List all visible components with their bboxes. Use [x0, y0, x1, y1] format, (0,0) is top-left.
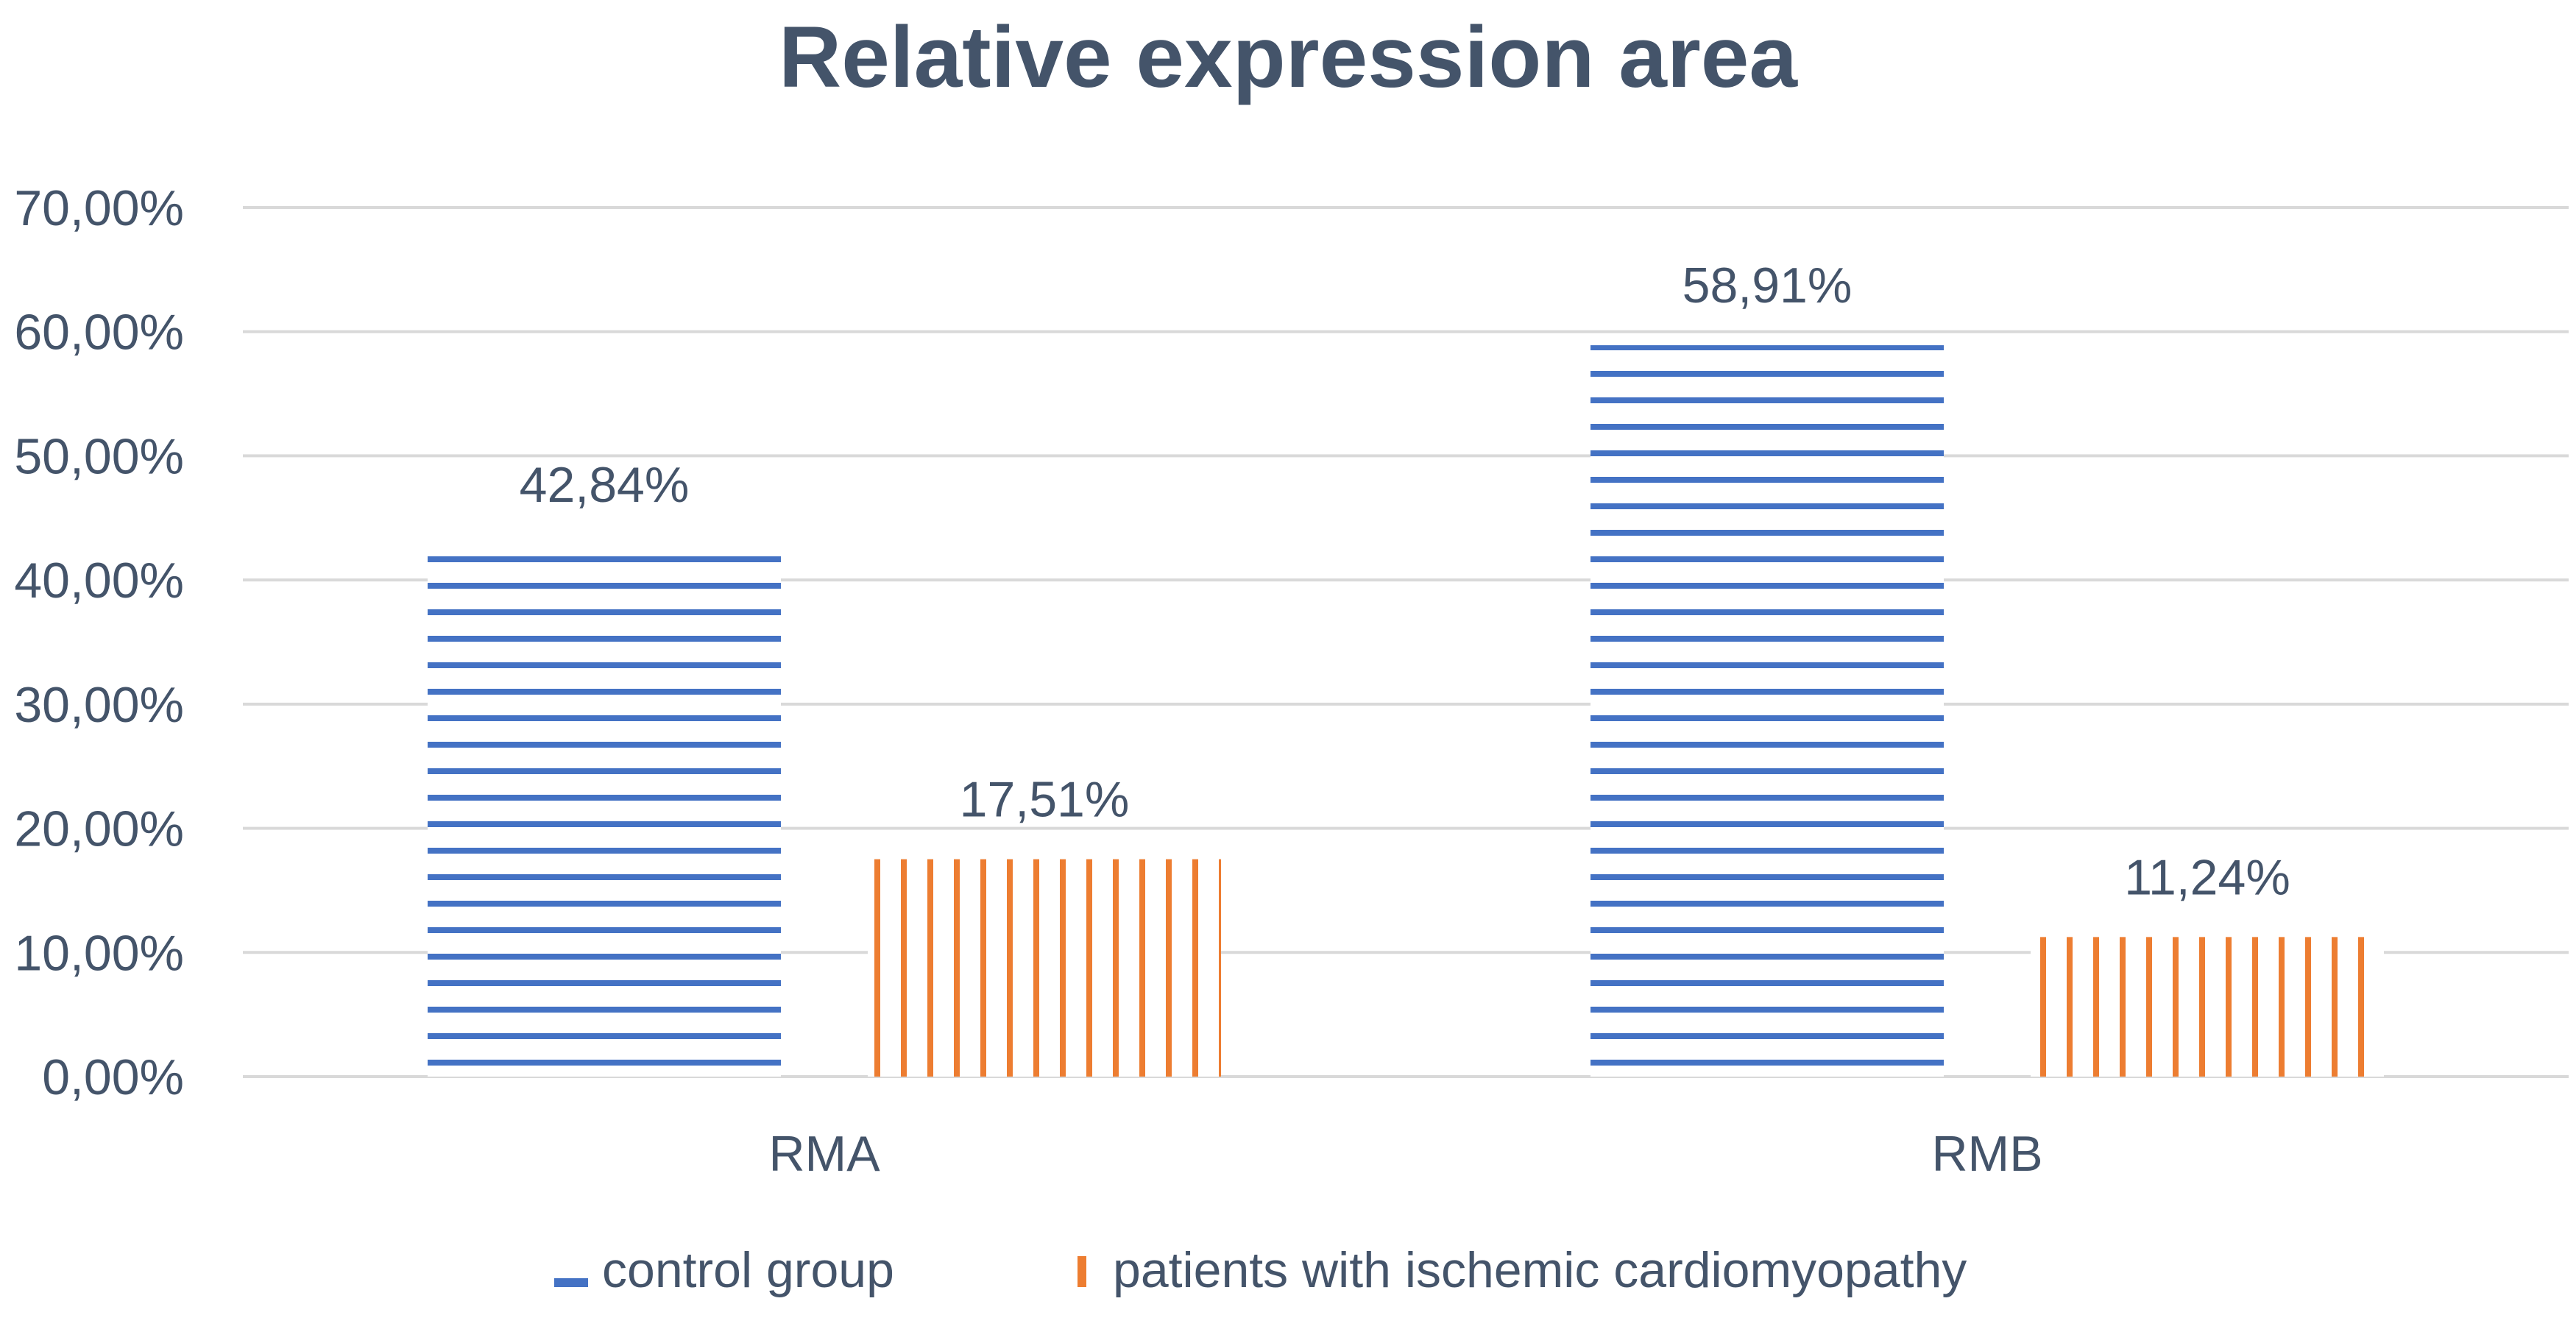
y-tick-label: 10,00%	[14, 925, 184, 981]
legend-label: control group	[602, 1242, 894, 1298]
x-tick-label-rmb: RMB	[1931, 1126, 2042, 1182]
x-axis-tick-labels: RMA RMB	[768, 1126, 2042, 1182]
y-tick-label: 60,00%	[14, 305, 184, 361]
legend-swatch-control-group	[554, 1278, 588, 1287]
y-tick-label: 0,00%	[42, 1049, 184, 1105]
data-label: 11,24%	[2124, 849, 2290, 905]
data-label: 42,84%	[520, 457, 690, 513]
data-labels: 42,84% 17,51% 58,91% 11,24%	[520, 258, 2290, 905]
y-tick-label: 30,00%	[14, 677, 184, 733]
legend-label: patients with ischemic cardiomyopathy	[1113, 1242, 1967, 1298]
bars	[428, 345, 2384, 1077]
bar-control-group-rma	[428, 545, 781, 1077]
bar-patients-with-ischemic-cardiomyopathy-rma	[868, 859, 1221, 1077]
y-tick-label: 70,00%	[14, 180, 184, 236]
legend-item-control-group: control group	[554, 1242, 894, 1298]
chart-title: Relative expression area	[779, 9, 1798, 106]
legend-swatch-patients	[1078, 1256, 1086, 1287]
legend-item-patients: patients with ischemic cardiomyopathy	[1078, 1242, 1967, 1298]
y-axis-tick-labels: 0,00% 10,00% 20,00% 30,00% 40,00% 50,00% 60,00…	[14, 180, 184, 1105]
y-tick-label: 50,00%	[14, 428, 184, 484]
x-tick-label-rma: RMA	[768, 1126, 880, 1182]
bar-control-group-rmb	[1590, 345, 1944, 1077]
bar-patients-with-ischemic-cardiomyopathy-rmb	[2031, 937, 2384, 1077]
y-tick-label: 40,00%	[14, 553, 184, 609]
data-label: 58,91%	[1682, 258, 1853, 313]
y-tick-label: 20,00%	[14, 801, 184, 857]
legend: control group patients with ischemic card…	[554, 1242, 1967, 1298]
data-label: 17,51%	[960, 772, 1130, 828]
